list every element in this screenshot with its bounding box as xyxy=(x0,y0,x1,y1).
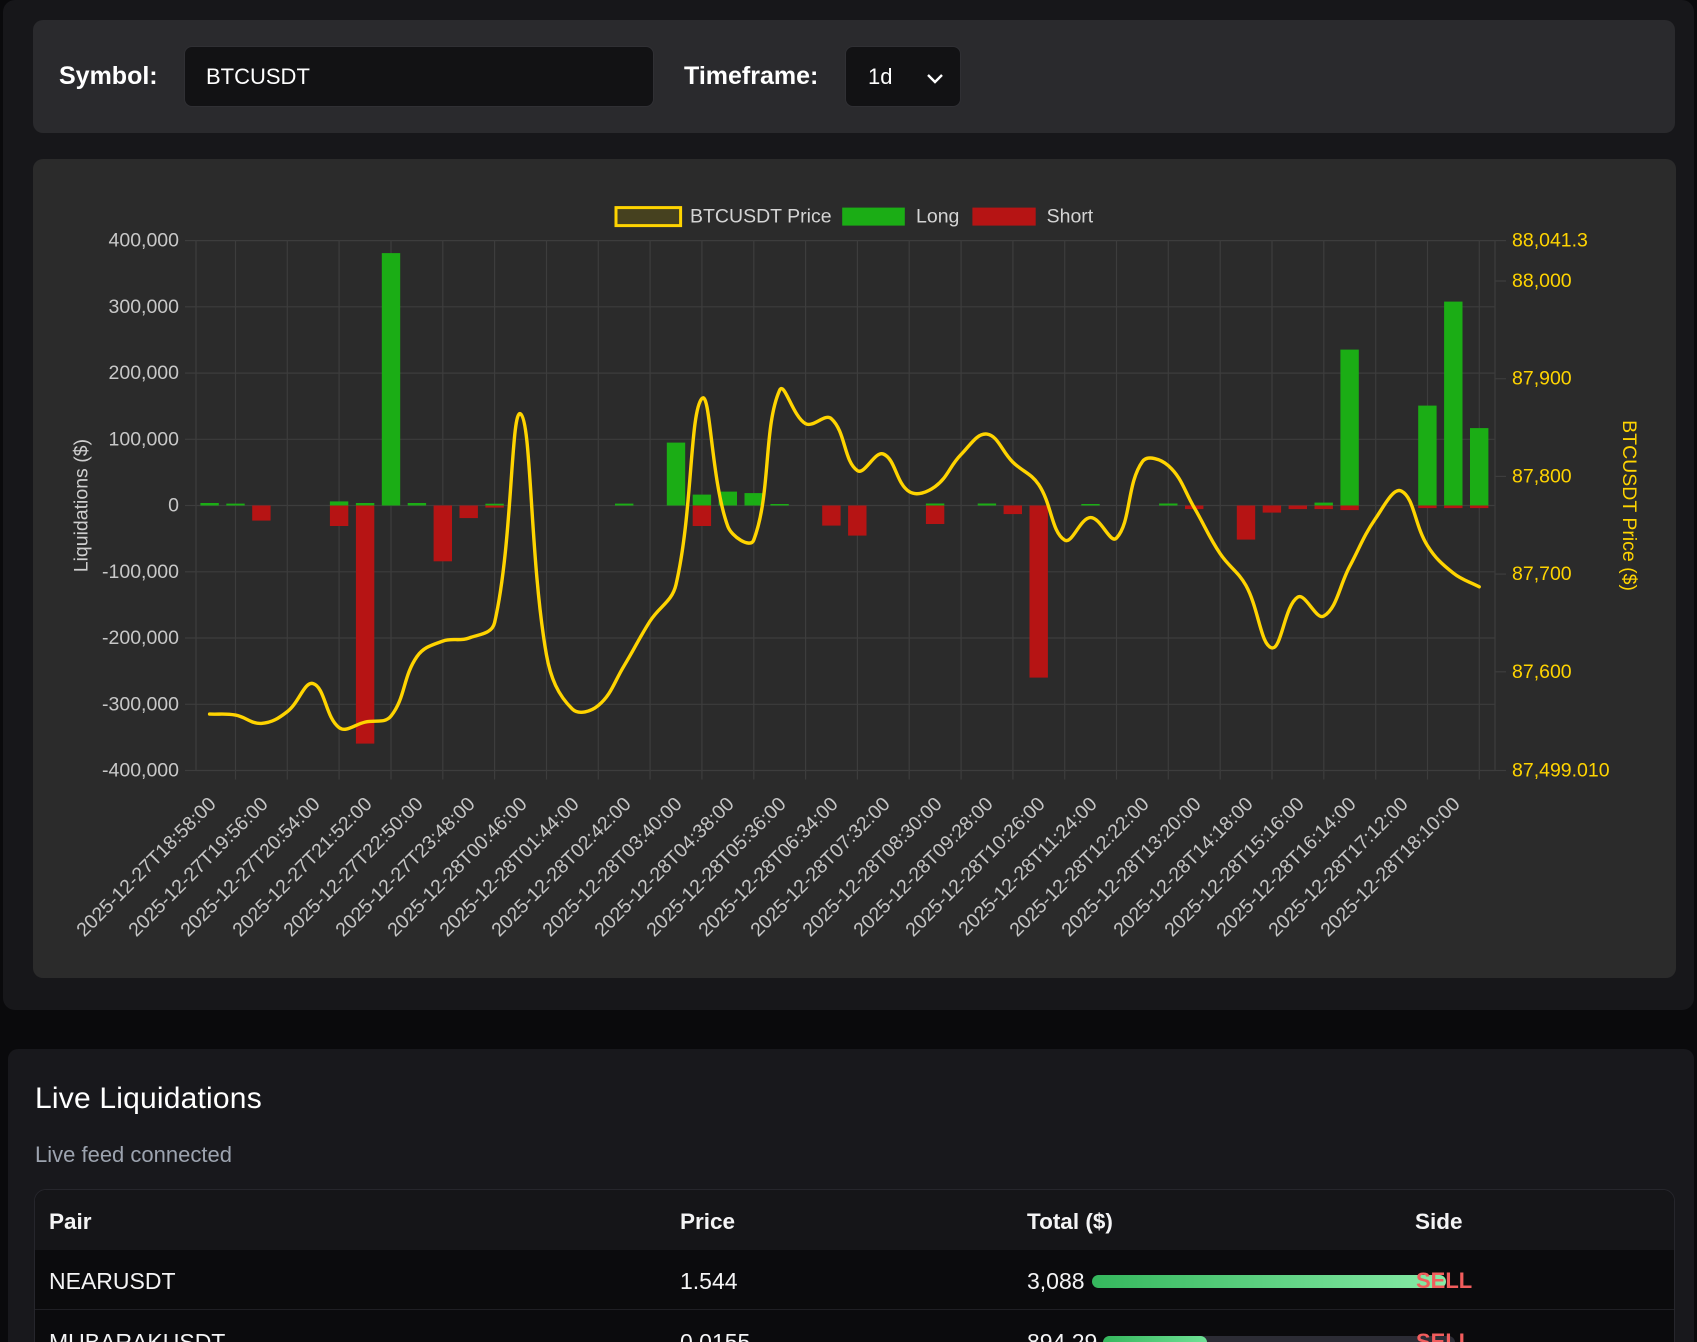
svg-text:BTCUSDT Price: BTCUSDT Price xyxy=(690,206,832,228)
svg-text:BTCUSDT Price ($): BTCUSDT Price ($) xyxy=(1618,420,1640,591)
svg-text:87,700: 87,700 xyxy=(1512,563,1572,585)
svg-text:-400,000: -400,000 xyxy=(102,760,179,782)
svg-text:300,000: 300,000 xyxy=(109,296,180,318)
svg-text:87,800: 87,800 xyxy=(1512,465,1572,487)
svg-text:Liquidations ($): Liquidations ($) xyxy=(71,439,93,572)
svg-text:200,000: 200,000 xyxy=(109,362,180,384)
svg-text:87,900: 87,900 xyxy=(1512,368,1572,390)
svg-text:88,000: 88,000 xyxy=(1512,270,1572,292)
svg-text:-200,000: -200,000 xyxy=(102,627,179,649)
svg-text:88,041.3: 88,041.3 xyxy=(1512,230,1588,252)
svg-text:0: 0 xyxy=(168,495,179,517)
svg-text:87,600: 87,600 xyxy=(1512,661,1572,683)
svg-text:87,499.010: 87,499.010 xyxy=(1512,760,1610,782)
svg-text:400,000: 400,000 xyxy=(109,230,180,252)
svg-text:-100,000: -100,000 xyxy=(102,561,179,583)
svg-text:100,000: 100,000 xyxy=(109,428,180,450)
svg-text:Long: Long xyxy=(916,206,959,228)
svg-text:-300,000: -300,000 xyxy=(102,693,179,715)
svg-text:Short: Short xyxy=(1047,206,1094,228)
